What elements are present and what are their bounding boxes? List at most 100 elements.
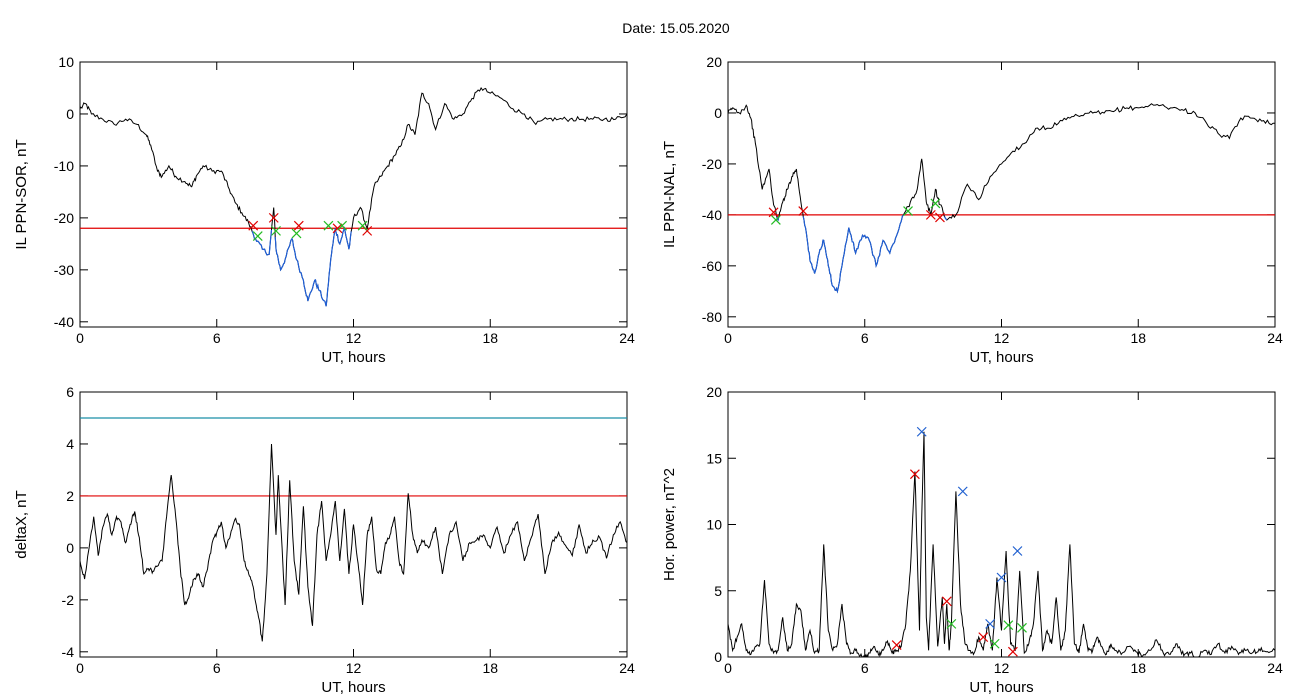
plot-frame <box>727 391 1276 658</box>
y-tick-label: 0 <box>66 106 74 122</box>
y-tick-label: -4 <box>62 644 75 660</box>
x-tick-label: 0 <box>724 330 732 346</box>
y-tick-label: -20 <box>702 156 722 172</box>
cross-marker <box>916 426 927 437</box>
cross-marker <box>291 228 302 239</box>
y-tick-label: 10 <box>58 54 74 70</box>
y-tick-label: -40 <box>702 207 722 223</box>
cross-marker <box>909 469 920 480</box>
x-tick-label: 18 <box>1130 660 1146 676</box>
cross-marker <box>357 220 368 231</box>
y-tick-label: 20 <box>706 384 722 400</box>
cross-marker <box>935 212 945 223</box>
cross-marker <box>1017 622 1027 633</box>
x-tick-label: 18 <box>1130 330 1146 346</box>
cross-marker <box>323 220 334 231</box>
series-line <box>80 443 627 642</box>
y-tick-label: 20 <box>706 54 722 70</box>
highlight-segment <box>802 214 904 294</box>
y-tick-label: 6 <box>66 384 74 400</box>
cross-marker <box>989 638 1000 649</box>
x-tick-label: 12 <box>346 330 362 346</box>
y-tick-label: 0 <box>66 540 74 556</box>
y-tick-label: 10 <box>706 517 722 533</box>
cross-marker <box>271 225 281 236</box>
cross-marker <box>957 486 968 497</box>
cross-marker <box>293 220 304 231</box>
x-tick-label: 0 <box>724 660 732 676</box>
y-tick-label: 15 <box>706 450 722 466</box>
cross-marker <box>1012 546 1023 556</box>
x-tick-label: 6 <box>861 330 869 346</box>
y-tick-label: 0 <box>714 105 722 121</box>
y-tick-label: 5 <box>714 583 722 599</box>
plot-frame <box>727 61 1276 328</box>
x-tick-label: 18 <box>482 660 498 676</box>
x-tick-label: 12 <box>994 330 1010 346</box>
x-tick-label: 24 <box>1267 330 1283 346</box>
cross-marker <box>1003 620 1014 631</box>
y-tick-label: 0 <box>714 649 722 665</box>
series-line <box>728 431 1275 657</box>
x-tick-label: 12 <box>346 660 362 676</box>
panel-tl: 0 6 12 18 24 -40 -30 -20 -10 0 10 UT, hours IL PPN-S… <box>13 54 635 366</box>
y-tick-label: -60 <box>702 258 722 274</box>
x-tick-label: 6 <box>861 660 869 676</box>
cross-marker <box>768 207 779 218</box>
cross-marker <box>930 198 941 209</box>
y-tick-label: 2 <box>66 488 74 504</box>
cross-marker <box>996 572 1007 583</box>
cross-marker <box>248 220 259 231</box>
y-tick-label: -80 <box>702 309 722 325</box>
cross-marker <box>891 640 902 650</box>
series-line <box>80 87 627 307</box>
y-axis-label: IL PPN-NAL, nT <box>661 141 678 248</box>
plot-area <box>728 103 1275 294</box>
cross-marker <box>946 618 957 629</box>
series-line <box>728 103 1275 294</box>
y-axis-label: IL PPN-SOR, nT <box>13 139 30 249</box>
x-tick-label: 18 <box>482 330 498 346</box>
plot-frame <box>79 61 628 328</box>
plot-area <box>728 426 1275 657</box>
cross-marker <box>985 618 996 629</box>
x-tick-label: 6 <box>213 330 221 346</box>
plot-area <box>80 417 627 642</box>
x-axis-label: UT, hours <box>969 349 1033 366</box>
y-tick-label: -20 <box>54 210 74 226</box>
highlight-segment <box>943 216 948 221</box>
cross-marker <box>941 596 952 607</box>
x-tick-label: 24 <box>619 330 635 346</box>
x-axis-label: UT, hours <box>321 679 385 696</box>
y-tick-label: 4 <box>66 436 74 452</box>
cross-marker <box>978 632 989 643</box>
figure-title: Date: 15.05.2020 <box>622 20 730 36</box>
cross-marker <box>268 212 279 223</box>
x-tick-label: 12 <box>994 660 1010 676</box>
y-tick-label: -30 <box>54 262 74 278</box>
cross-marker <box>925 209 936 220</box>
cross-marker <box>770 215 781 225</box>
y-tick-label: -40 <box>54 314 74 330</box>
y-tick-label: -10 <box>54 158 74 174</box>
plot-area <box>80 87 627 307</box>
panel-tr: 0 6 12 18 24 -80 -60 -40 -20 0 20 UT, hours IL PPN-N… <box>661 54 1283 366</box>
cross-marker <box>903 206 913 216</box>
cross-marker <box>337 220 348 231</box>
highlight-segment <box>274 226 352 307</box>
cross-marker <box>252 231 263 241</box>
x-axis-label: UT, hours <box>969 679 1033 696</box>
x-axis-label: UT, hours <box>321 349 385 366</box>
y-axis-label: Hor. power, nT^2 <box>661 468 678 581</box>
x-tick-label: 24 <box>619 660 635 676</box>
cross-marker <box>332 223 343 234</box>
cross-marker <box>1007 646 1018 657</box>
cross-marker <box>798 206 809 216</box>
x-tick-label: 0 <box>76 330 84 346</box>
y-axis-label: deltaX, nT <box>13 490 30 558</box>
panel-br: 0 6 12 18 24 0 5 10 15 20 UT, hours Hor. power, nT^… <box>661 384 1283 696</box>
y-tick-label: -2 <box>62 592 75 608</box>
